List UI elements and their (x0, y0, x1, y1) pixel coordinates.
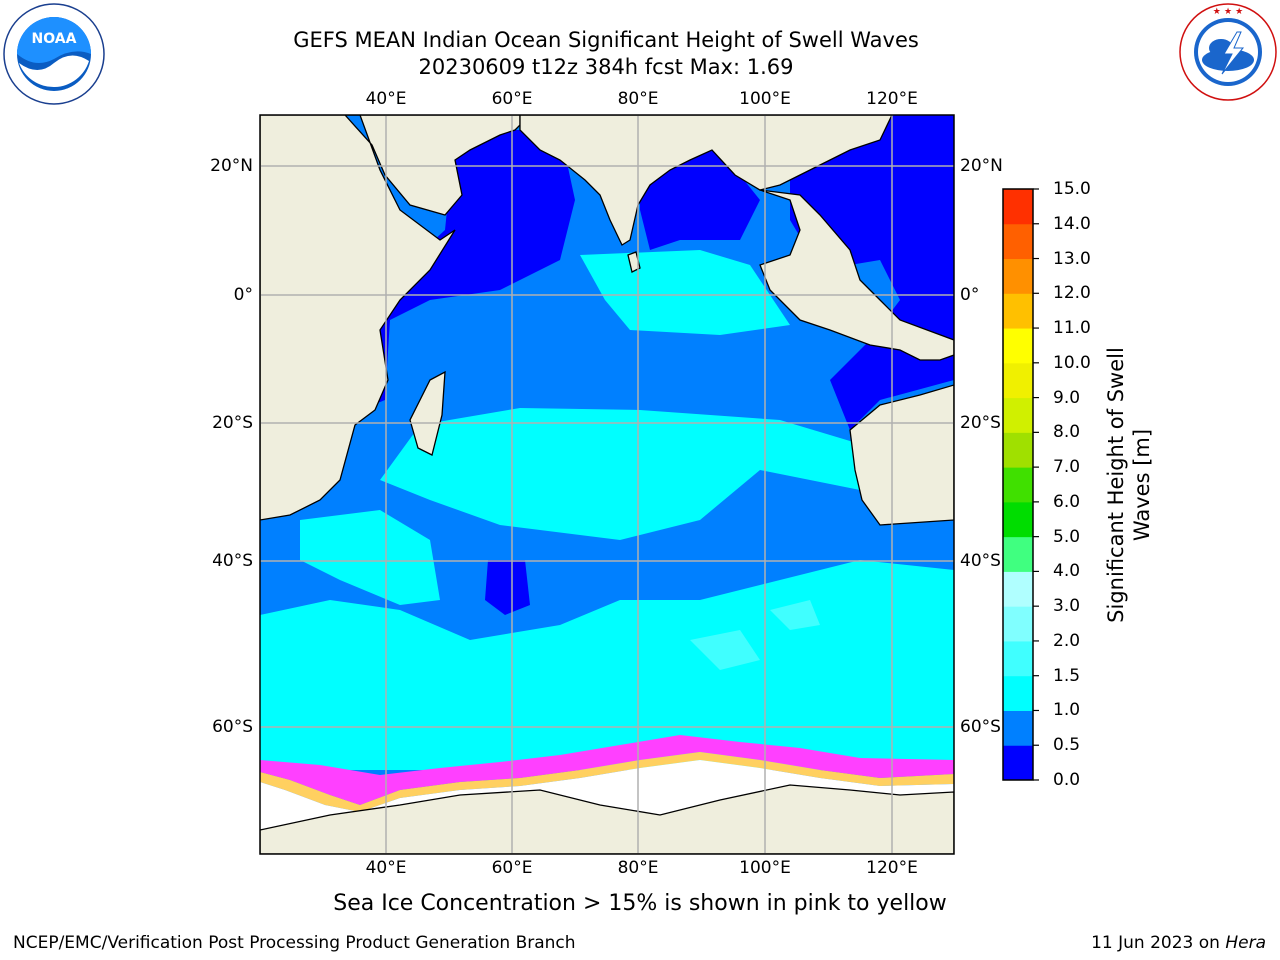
lon-label-bottom: 80°E (617, 858, 659, 878)
deep-blue-kerguelen-patch (485, 560, 530, 615)
southeast-asia-landmass (759, 189, 954, 361)
cyan-subtropical-band (380, 408, 880, 540)
cyan-southwest-patch (300, 510, 440, 605)
sea-ice-note: Sea Ice Concentration > 15% is shown in … (333, 891, 947, 916)
colorbar-label: Significant Height of Swell Waves [m] (1103, 285, 1155, 685)
sea-ice-edge-yellow (260, 752, 954, 812)
footer-credit: NCEP/EMC/Verification Post Processing Pr… (13, 933, 576, 953)
colorbar-tick-label: 12.0 (1053, 283, 1091, 304)
nws-logo: ★ ★ ★ (1179, 3, 1277, 101)
colorbar-tick-label: 15.0 (1053, 179, 1091, 199)
sea-ice-edge-pink (260, 735, 954, 805)
colorbar-tick-label: 6.0 (1053, 491, 1081, 512)
colorbar-tick-label: 2.0 (1053, 630, 1081, 651)
colorbar-label-line1: Significant Height of Swell (1104, 347, 1128, 623)
colorbar-tick-label: 11.0 (1053, 318, 1091, 339)
svg-text:★ ★ ★: ★ ★ ★ (1213, 7, 1243, 17)
lon-label-bottom: 40°E (365, 858, 407, 878)
colorbar-tick-label: 0.5 (1053, 735, 1081, 756)
lat-label-left: 20°S (212, 413, 253, 433)
colorbar-tick-label: 1.5 (1053, 665, 1081, 686)
colorbar-tick-label: 7.0 (1053, 457, 1081, 478)
footer-host: Hera (1225, 933, 1266, 953)
africa-arabia-landmass (260, 115, 521, 521)
madagascar-landmass (409, 370, 446, 456)
lat-label-left: 0° (233, 285, 253, 305)
lat-label-left: 60°S (212, 717, 253, 737)
lat-label-left: 20°N (210, 156, 253, 176)
colorbar-tick-label: 14.0 (1053, 213, 1091, 234)
lon-label-top: 120°E (866, 89, 918, 109)
colorbar-tick-label: 0.0 (1053, 770, 1081, 790)
lon-label-top: 100°E (739, 89, 791, 109)
colorbar-tick-label: 10.0 (1053, 352, 1091, 373)
chart-subtitle: 20230609 t12z 384h fcst Max: 1.69 (418, 55, 794, 79)
india-landmass (519, 115, 893, 246)
colorbar-tick-label: 3.0 (1053, 596, 1081, 617)
footer-date: 11 Jun 2023 on Hera (1091, 932, 1266, 954)
lat-label-right: 20°S (960, 413, 1001, 433)
lon-label-top: 80°E (617, 89, 659, 109)
footer-date-text: 11 Jun 2023 on (1091, 933, 1226, 953)
colorbar-label-line2: Waves [m] (1130, 428, 1154, 542)
chart-title: GEFS MEAN Indian Ocean Significant Heigh… (293, 28, 919, 52)
colorbar-tick-label: 9.0 (1053, 387, 1081, 408)
colorbar-tick-label: 1.0 (1053, 700, 1081, 721)
australia-landmass (849, 384, 954, 526)
deep-blue-bay-of-bengal (640, 150, 760, 250)
map-gridlines (260, 115, 954, 854)
sri-lanka-landmass (627, 251, 641, 273)
lon-label-bottom: 120°E (866, 858, 918, 878)
lat-label-right: 0° (960, 285, 980, 305)
lon-label-bottom: 60°E (491, 858, 533, 878)
lon-label-bottom: 100°E (739, 858, 791, 878)
antarctica-landmass (260, 784, 954, 854)
colorbar-tick-label: 5.0 (1053, 526, 1081, 547)
land-masses (260, 115, 954, 854)
noaa-logo-text: NOAA (32, 31, 77, 47)
noaa-logo: NOAA (3, 3, 105, 105)
lat-label-right: 20°N (960, 156, 1003, 176)
lon-label-top: 40°E (365, 89, 407, 109)
colorbar-tick-label: 4.0 (1053, 561, 1081, 582)
light-cyan-patches (690, 600, 820, 670)
lat-label-right: 60°S (960, 717, 1001, 737)
map-frame (259, 114, 955, 855)
deep-blue-arabian-sea (360, 130, 575, 410)
colorbar-tick-label: 13.0 (1053, 248, 1091, 269)
lat-label-left: 40°S (212, 551, 253, 571)
lat-label-right: 40°S (960, 551, 1001, 571)
lon-label-top: 60°E (491, 89, 533, 109)
colorbar-tick-label: 8.0 (1053, 422, 1081, 443)
